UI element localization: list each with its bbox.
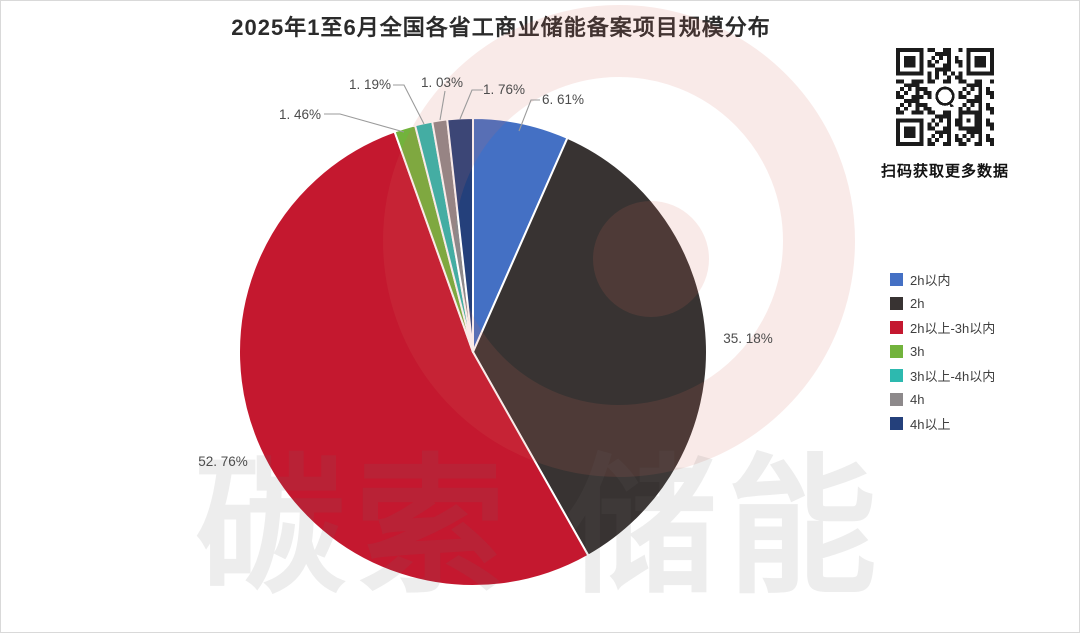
legend: 2h以内 2h 2h以上-3h以内 3h 3h以上-4h以内 4h 4h以上 xyxy=(890,267,995,435)
legend-label: 4h xyxy=(910,391,925,407)
watermark-ring-logo-icon xyxy=(383,5,855,477)
legend-swatch-icon xyxy=(890,344,903,358)
pie-labels: 6. 61% 35. 18% 52. 76% 1. 46% 1. 19% 1. 03% 1.… xyxy=(198,75,773,469)
legend-label: 3h以上-4h以内 xyxy=(910,368,996,384)
label-leader-line xyxy=(518,99,540,132)
legend-item: 3h xyxy=(890,339,995,363)
percent-label: 1. 76% xyxy=(483,82,525,97)
qr-code-icon xyxy=(896,48,994,146)
legend-swatch-icon xyxy=(890,272,903,286)
legend-swatch-icon xyxy=(890,416,903,430)
chart-title: 2025年1至6月全国各省工商业储能备案项目规模分布 xyxy=(231,15,771,40)
legend-swatch-icon xyxy=(890,392,903,406)
pie-slice-2h xyxy=(472,136,708,557)
qr-panel: 扫码获取更多数据 xyxy=(875,45,1015,181)
legend-item: 2h xyxy=(890,291,995,315)
legend-swatch-icon xyxy=(890,296,903,310)
percent-label: 1. 46% xyxy=(279,107,321,122)
percent-label: 1. 03% xyxy=(421,75,463,90)
pie-slices xyxy=(238,117,708,587)
label-leader-line xyxy=(439,90,446,121)
percent-label: 6. 61% xyxy=(542,92,584,107)
watermark-dot-icon xyxy=(593,201,709,317)
percent-label: 1. 19% xyxy=(349,77,391,92)
legend-label: 4h以上 xyxy=(910,416,951,432)
legend-label: 2h以内 xyxy=(910,272,951,288)
label-leader-line xyxy=(324,113,405,133)
legend-item: 3h以上-4h以内 xyxy=(890,363,995,387)
watermark-text: 碳索 储能 xyxy=(195,443,887,611)
label-leader-line xyxy=(393,84,425,125)
watermark: 碳索 储能 xyxy=(195,5,887,611)
legend-swatch-icon xyxy=(890,320,903,334)
legend-label: 2h以上-3h以内 xyxy=(910,320,996,336)
label-leader-line xyxy=(459,89,483,120)
wechat-bubble-icon xyxy=(931,83,959,111)
legend-item: 2h以内 xyxy=(890,267,995,291)
legend-label: 2h xyxy=(910,295,925,311)
legend-label: 3h xyxy=(910,343,925,359)
legend-item: 2h以上-3h以内 xyxy=(890,315,995,339)
legend-swatch-icon xyxy=(890,368,903,382)
pie-slice-2h以上-3h以内 xyxy=(238,130,590,587)
qr-code xyxy=(893,45,997,154)
percent-label: 52. 76% xyxy=(198,454,248,469)
qr-caption: 扫码获取更多数据 xyxy=(880,163,1009,180)
legend-item: 4h xyxy=(890,387,995,411)
percent-label: 35. 18% xyxy=(723,331,773,346)
legend-item: 4h以上 xyxy=(890,411,995,435)
